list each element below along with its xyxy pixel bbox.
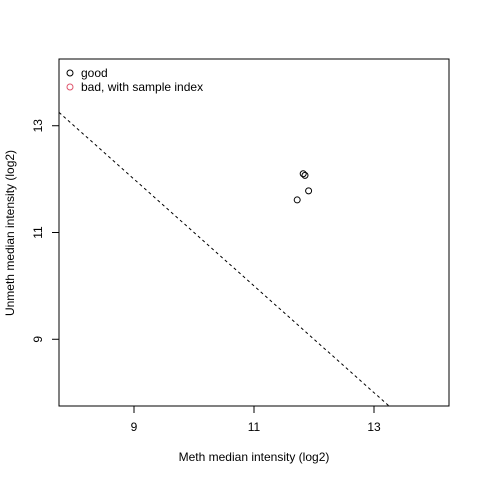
legend-marker (66, 69, 74, 77)
y-tick-label: 9 (31, 336, 45, 343)
y-tick-label: 11 (31, 226, 45, 239)
x-tick-label: 13 (367, 420, 381, 434)
legend-label: good (81, 66, 108, 80)
y-axis-label: Unmeth median intensity (log2) (3, 150, 17, 316)
legend-marker (66, 83, 74, 91)
points-layer (293, 170, 313, 204)
data-point (293, 196, 301, 204)
reference-line (58, 112, 390, 407)
y-axis: 9 11 13 (31, 119, 60, 343)
legend-label: bad, with sample index (81, 80, 203, 94)
data-point (305, 187, 313, 195)
y-tick-label: 13 (31, 119, 45, 133)
x-axis: 9 11 13 (131, 405, 381, 434)
plot-frame (58, 58, 450, 407)
data-point (301, 171, 309, 179)
x-axis-label: Meth median intensity (log2) (179, 450, 330, 464)
x-tick-label: 11 (248, 420, 261, 434)
data-point (299, 170, 307, 178)
reference-line-layer (58, 112, 390, 407)
x-tick-label: 9 (131, 420, 138, 434)
